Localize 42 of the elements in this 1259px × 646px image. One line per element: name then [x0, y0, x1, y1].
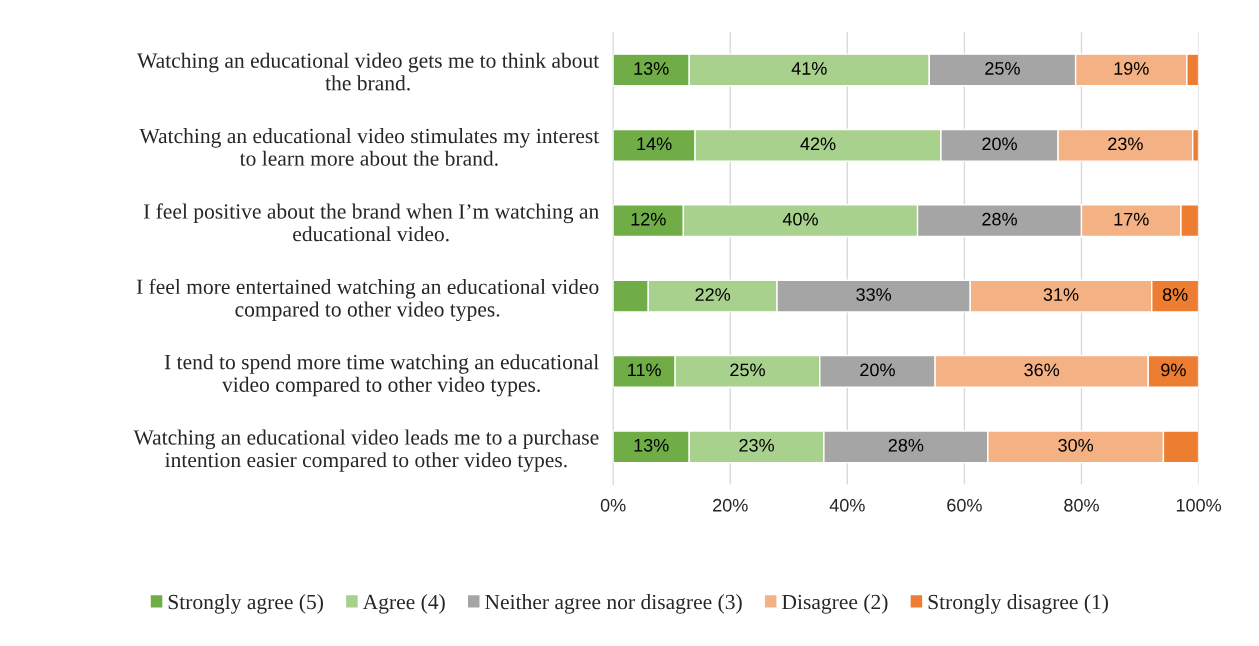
data-label: 14% — [637, 137, 672, 151]
data-label: 25% — [730, 363, 765, 377]
y-tick-label: I tend to spend more time watching an educational video compared to other video types. — [164, 354, 599, 397]
data-label: 20% — [860, 363, 895, 377]
x-tick-label: 20% — [713, 498, 748, 512]
data-label: 41% — [791, 62, 827, 75]
data-label: 36% — [1024, 363, 1060, 377]
y-tick-label: Watching an educational video leads me to a purchase intention easier compared to other video types. — [133, 429, 599, 472]
data-label: 12% — [631, 212, 666, 226]
data-label: 17% — [1114, 212, 1149, 226]
data-label: 30% — [1058, 438, 1094, 452]
y-tick-label: I feel positive about the brand when I’m watching an educational video. — [143, 203, 599, 242]
data-label: 23% — [1108, 137, 1143, 151]
data-label: 8% — [1162, 288, 1188, 301]
data-label: 25% — [985, 62, 1020, 75]
legend-label: Strongly agree (5) — [168, 594, 323, 614]
x-tick-label: 60% — [947, 498, 982, 512]
data-label: 19% — [1114, 62, 1149, 75]
data-label: 22% — [695, 288, 731, 301]
legend-label: Strongly disagree (1) — [928, 594, 1108, 614]
data-label: 28% — [888, 438, 924, 452]
data-label: 9% — [1161, 363, 1186, 377]
x-tick-label: 80% — [1064, 498, 1099, 512]
legend-label: Agree (4) — [362, 594, 445, 614]
legend-label: Disagree (2) — [782, 594, 888, 614]
data-label: 31% — [1043, 288, 1079, 301]
x-tick-label: 40% — [829, 498, 865, 512]
data-label: 42% — [800, 137, 836, 151]
y-tick-label: I feel more entertained watching an educational video compared to other video types. — [136, 278, 599, 322]
data-label: 11% — [628, 363, 661, 377]
data-label: 23% — [739, 438, 774, 452]
y-tick-label: Watching an educational video stimulates my interest to learn more about the brand. — [139, 128, 600, 166]
data-label: 28% — [982, 212, 1017, 226]
legend-label: Neither agree nor disagree (3) — [485, 594, 742, 614]
data-label: 13% — [634, 62, 669, 75]
data-label: 33% — [856, 288, 892, 301]
y-tick-label: Watching an educational video gets me to think about the brand. — [137, 52, 600, 91]
data-label: 40% — [782, 212, 818, 226]
x-tick-label: 0% — [600, 498, 626, 512]
data-label: 20% — [982, 137, 1017, 151]
x-tick-label: 100% — [1176, 498, 1222, 512]
data-label: 13% — [634, 438, 669, 452]
